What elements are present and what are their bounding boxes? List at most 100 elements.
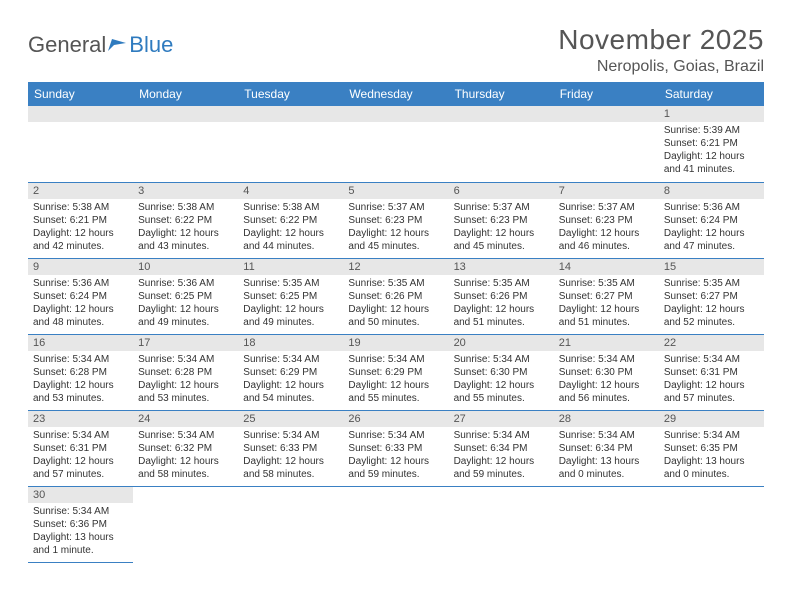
day-number: 22 [659,335,764,351]
day-number: 20 [449,335,554,351]
sunset-line: Sunset: 6:26 PM [348,290,443,303]
sunrise-line: Sunrise: 5:36 AM [664,201,759,214]
day-details: Sunrise: 5:39 AMSunset: 6:21 PMDaylight:… [659,122,764,179]
calendar-cell: 14Sunrise: 5:35 AMSunset: 6:27 PMDayligh… [554,258,659,334]
sunrise-line: Sunrise: 5:35 AM [664,277,759,290]
day-number: 21 [554,335,659,351]
sunrise-line: Sunrise: 5:34 AM [348,429,443,442]
sunset-line: Sunset: 6:34 PM [454,442,549,455]
day-details: Sunrise: 5:38 AMSunset: 6:22 PMDaylight:… [238,199,343,256]
sunrise-line: Sunrise: 5:34 AM [664,429,759,442]
calendar-cell: 16Sunrise: 5:34 AMSunset: 6:28 PMDayligh… [28,334,133,410]
calendar-cell: 5Sunrise: 5:37 AMSunset: 6:23 PMDaylight… [343,182,448,258]
calendar-cell [554,486,659,562]
calendar-cell [449,486,554,562]
calendar-cell: 8Sunrise: 5:36 AMSunset: 6:24 PMDaylight… [659,182,764,258]
sunrise-line: Sunrise: 5:37 AM [559,201,654,214]
calendar-cell: 24Sunrise: 5:34 AMSunset: 6:32 PMDayligh… [133,410,238,486]
day-number: 30 [28,487,133,503]
daylight-line: Daylight: 13 hours and 0 minutes. [559,455,654,481]
day-number: 14 [554,259,659,275]
calendar-cell: 19Sunrise: 5:34 AMSunset: 6:29 PMDayligh… [343,334,448,410]
sunset-line: Sunset: 6:32 PM [138,442,233,455]
day-details: Sunrise: 5:34 AMSunset: 6:33 PMDaylight:… [238,427,343,484]
sunset-line: Sunset: 6:33 PM [243,442,338,455]
day-header: Friday [554,82,659,106]
daylight-line: Daylight: 12 hours and 52 minutes. [664,303,759,329]
day-details: Sunrise: 5:38 AMSunset: 6:22 PMDaylight:… [133,199,238,256]
sunrise-line: Sunrise: 5:34 AM [348,353,443,366]
calendar-cell: 15Sunrise: 5:35 AMSunset: 6:27 PMDayligh… [659,258,764,334]
location: Neropolis, Goias, Brazil [558,58,764,76]
sunrise-line: Sunrise: 5:38 AM [243,201,338,214]
daylight-line: Daylight: 12 hours and 43 minutes. [138,227,233,253]
sunset-line: Sunset: 6:22 PM [138,214,233,227]
sunset-line: Sunset: 6:30 PM [454,366,549,379]
daylight-line: Daylight: 12 hours and 42 minutes. [33,227,128,253]
calendar-cell: 13Sunrise: 5:35 AMSunset: 6:26 PMDayligh… [449,258,554,334]
calendar-cell: 11Sunrise: 5:35 AMSunset: 6:25 PMDayligh… [238,258,343,334]
sunset-line: Sunset: 6:36 PM [33,518,128,531]
logo-text-1: General [28,32,106,58]
daylight-line: Daylight: 12 hours and 46 minutes. [559,227,654,253]
day-details: Sunrise: 5:34 AMSunset: 6:31 PMDaylight:… [28,427,133,484]
day-details: Sunrise: 5:38 AMSunset: 6:21 PMDaylight:… [28,199,133,256]
sunset-line: Sunset: 6:30 PM [559,366,654,379]
logo-flag-icon [108,37,128,53]
day-header: Wednesday [343,82,448,106]
day-details: Sunrise: 5:34 AMSunset: 6:29 PMDaylight:… [238,351,343,408]
sunset-line: Sunset: 6:31 PM [33,442,128,455]
calendar-cell [28,106,133,182]
day-number: 18 [238,335,343,351]
sunset-line: Sunset: 6:23 PM [348,214,443,227]
sunset-line: Sunset: 6:31 PM [664,366,759,379]
sunset-line: Sunset: 6:27 PM [559,290,654,303]
daylight-line: Daylight: 12 hours and 58 minutes. [243,455,338,481]
day-number: 4 [238,183,343,199]
daylight-line: Daylight: 12 hours and 57 minutes. [664,379,759,405]
day-number: 27 [449,411,554,427]
sunrise-line: Sunrise: 5:34 AM [559,429,654,442]
daylight-line: Daylight: 12 hours and 51 minutes. [454,303,549,329]
calendar-cell [659,486,764,562]
day-details: Sunrise: 5:35 AMSunset: 6:27 PMDaylight:… [659,275,764,332]
calendar-cell [238,486,343,562]
sunset-line: Sunset: 6:27 PM [664,290,759,303]
daylight-line: Daylight: 12 hours and 51 minutes. [559,303,654,329]
sunset-line: Sunset: 6:28 PM [33,366,128,379]
daylight-line: Daylight: 12 hours and 49 minutes. [138,303,233,329]
calendar-cell: 4Sunrise: 5:38 AMSunset: 6:22 PMDaylight… [238,182,343,258]
day-header-row: Sunday Monday Tuesday Wednesday Thursday… [28,82,764,106]
calendar-page: General Blue November 2025 Neropolis, Go… [0,0,792,575]
sunrise-line: Sunrise: 5:34 AM [243,353,338,366]
day-number: 25 [238,411,343,427]
day-number: 26 [343,411,448,427]
calendar-cell: 28Sunrise: 5:34 AMSunset: 6:34 PMDayligh… [554,410,659,486]
sunset-line: Sunset: 6:23 PM [454,214,549,227]
empty-day-header [238,106,343,122]
sunrise-line: Sunrise: 5:34 AM [138,353,233,366]
calendar-cell: 18Sunrise: 5:34 AMSunset: 6:29 PMDayligh… [238,334,343,410]
daylight-line: Daylight: 12 hours and 57 minutes. [33,455,128,481]
sunrise-line: Sunrise: 5:37 AM [348,201,443,214]
day-details: Sunrise: 5:35 AMSunset: 6:25 PMDaylight:… [238,275,343,332]
sunset-line: Sunset: 6:25 PM [243,290,338,303]
calendar-week: 9Sunrise: 5:36 AMSunset: 6:24 PMDaylight… [28,258,764,334]
day-details: Sunrise: 5:37 AMSunset: 6:23 PMDaylight:… [554,199,659,256]
calendar-cell: 7Sunrise: 5:37 AMSunset: 6:23 PMDaylight… [554,182,659,258]
empty-day-header [343,106,448,122]
calendar-cell: 29Sunrise: 5:34 AMSunset: 6:35 PMDayligh… [659,410,764,486]
day-number: 1 [659,106,764,122]
calendar-cell: 6Sunrise: 5:37 AMSunset: 6:23 PMDaylight… [449,182,554,258]
daylight-line: Daylight: 12 hours and 45 minutes. [454,227,549,253]
calendar-cell: 12Sunrise: 5:35 AMSunset: 6:26 PMDayligh… [343,258,448,334]
sunset-line: Sunset: 6:26 PM [454,290,549,303]
calendar-cell [343,106,448,182]
day-header: Monday [133,82,238,106]
sunrise-line: Sunrise: 5:34 AM [454,429,549,442]
sunrise-line: Sunrise: 5:34 AM [243,429,338,442]
day-details: Sunrise: 5:35 AMSunset: 6:27 PMDaylight:… [554,275,659,332]
sunset-line: Sunset: 6:24 PM [664,214,759,227]
calendar-cell [343,486,448,562]
daylight-line: Daylight: 12 hours and 59 minutes. [454,455,549,481]
